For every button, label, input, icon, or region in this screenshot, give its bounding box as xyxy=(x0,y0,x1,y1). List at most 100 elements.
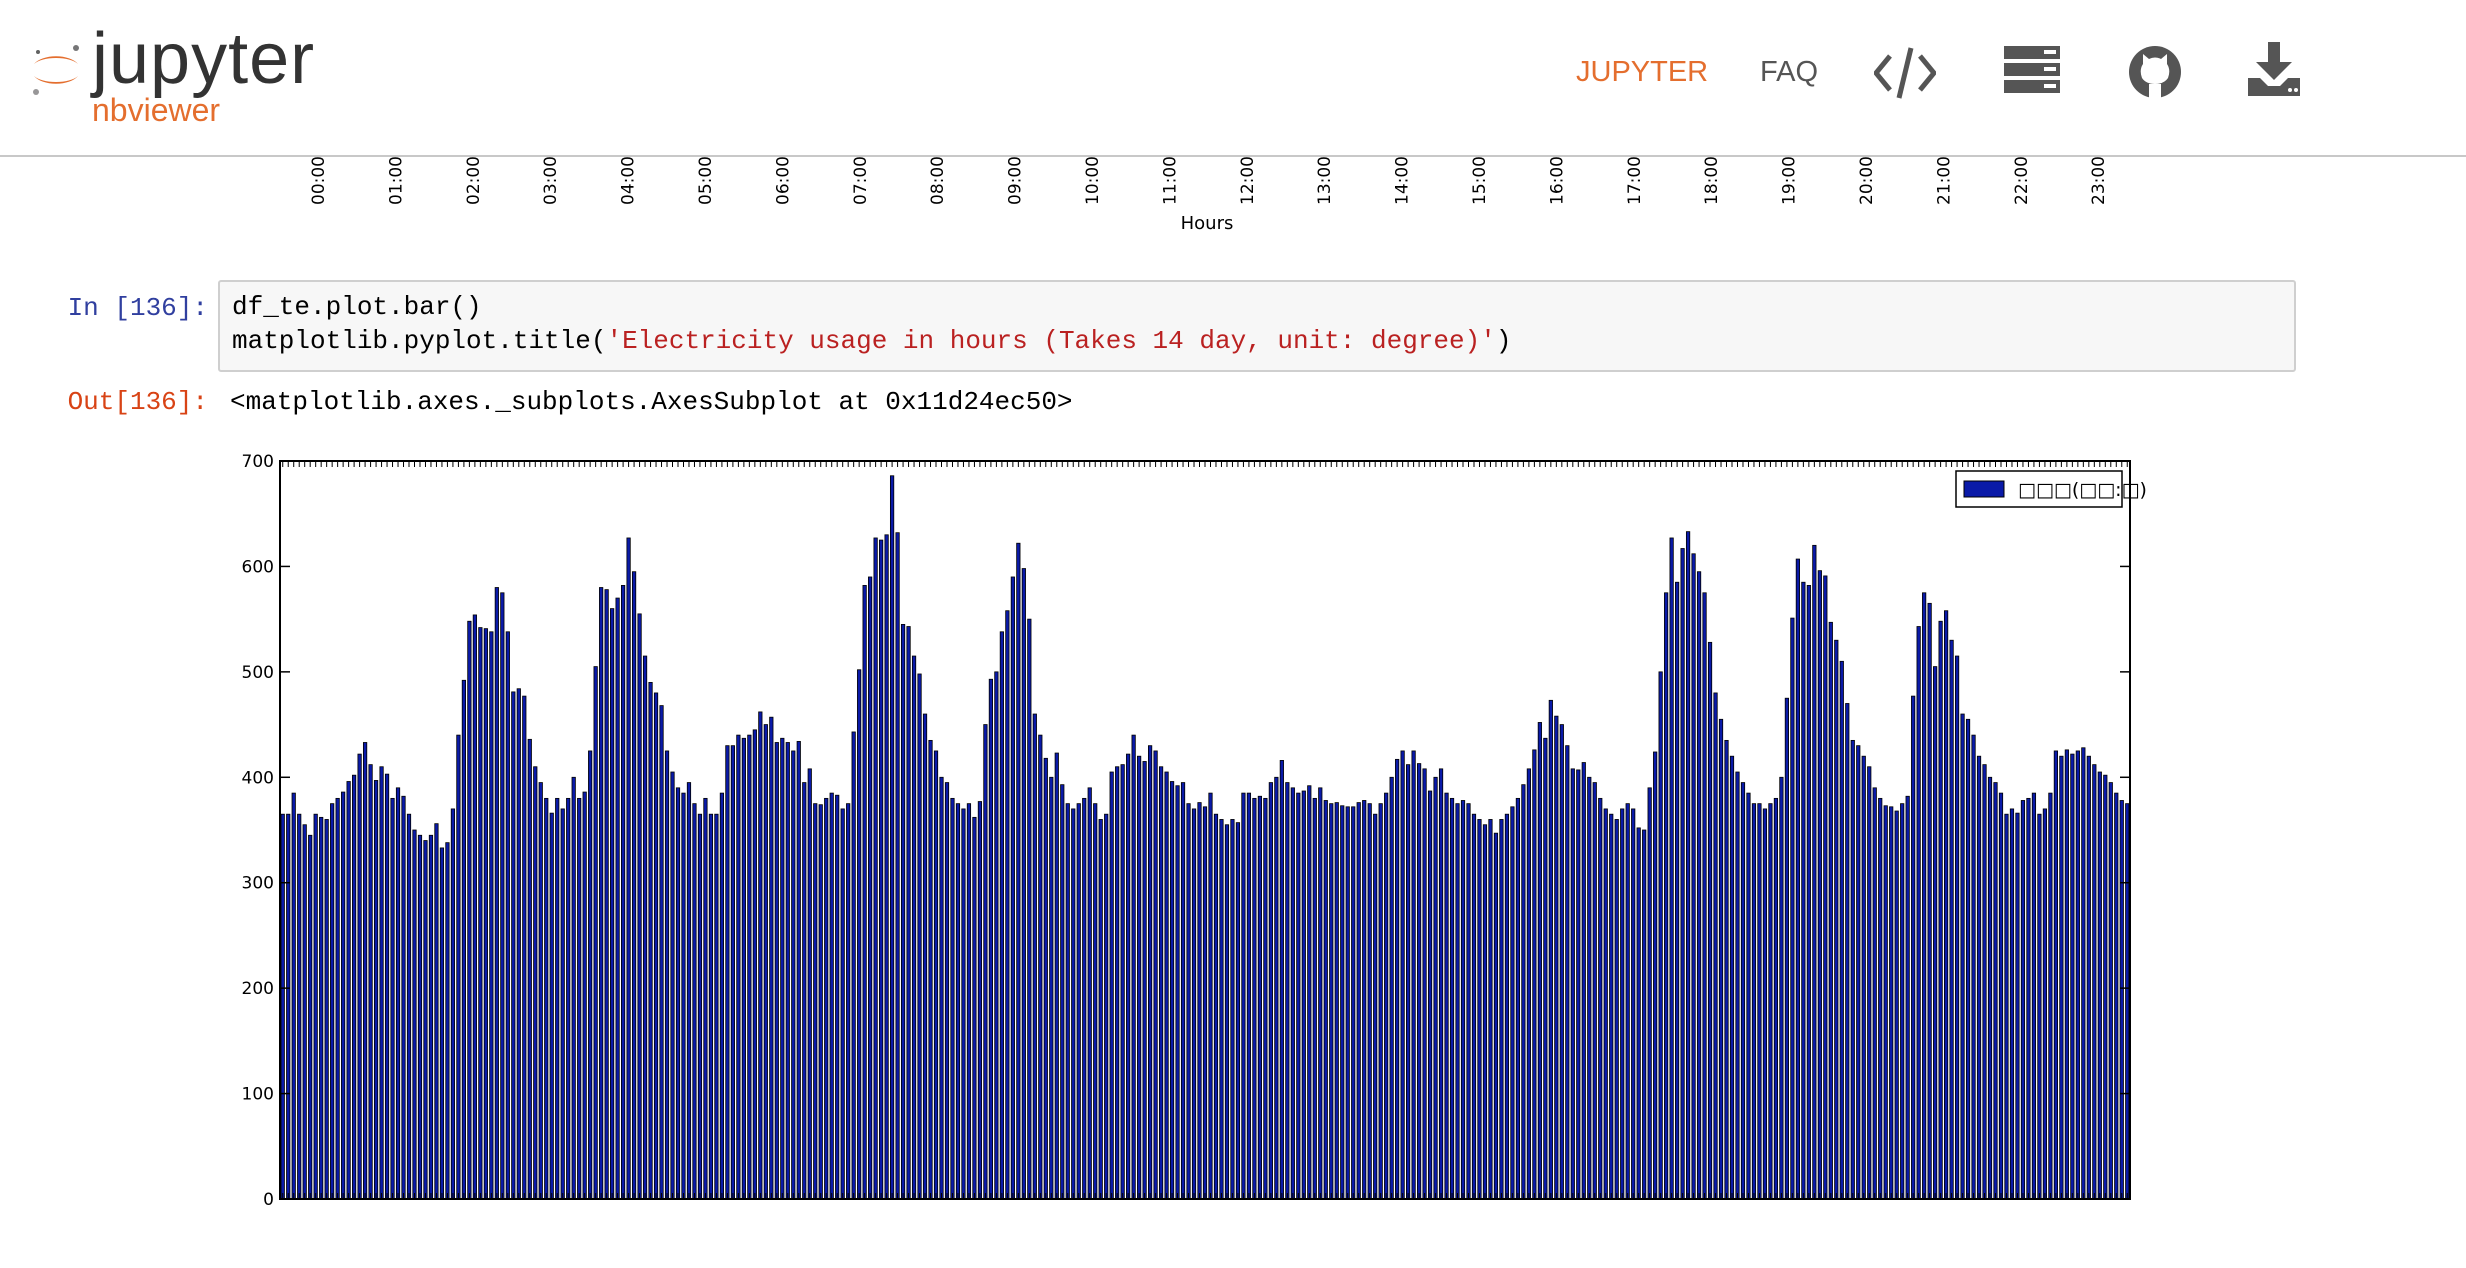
bar xyxy=(1565,745,1570,1200)
bar xyxy=(1169,781,1175,1200)
bar xyxy=(1971,734,1976,1200)
bar xyxy=(1976,755,1982,1200)
bar xyxy=(401,795,406,1200)
jupyter-logo-icon xyxy=(33,45,79,95)
bar xyxy=(977,801,983,1200)
bar xyxy=(1510,806,1515,1200)
y-tick-label: 600 xyxy=(242,557,274,577)
bar xyxy=(406,813,412,1200)
bar xyxy=(1900,803,1905,1200)
bar xyxy=(1367,803,1372,1200)
bar xyxy=(1949,639,1954,1200)
hour-tick-label: 01:00 xyxy=(386,157,406,205)
bar xyxy=(1554,715,1559,1200)
bar xyxy=(1246,792,1252,1200)
bar xyxy=(1120,764,1125,1200)
bar xyxy=(1927,602,1932,1200)
code-cell[interactable]: df_te.plot.bar() matplotlib.pyplot.title… xyxy=(218,280,2296,372)
bar xyxy=(758,711,763,1200)
bar xyxy=(884,534,889,1200)
bar xyxy=(1614,819,1619,1200)
bar xyxy=(1098,819,1103,1200)
bar xyxy=(681,792,686,1200)
bar xyxy=(478,627,483,1200)
logo-subtitle: nbviewer xyxy=(92,92,221,128)
nav-link-jupyter[interactable]: JUPYTER xyxy=(1576,56,1709,88)
bar xyxy=(1038,734,1043,1200)
bar xyxy=(1016,542,1021,1200)
bar xyxy=(1202,806,1208,1200)
bar xyxy=(686,782,692,1200)
bar xyxy=(791,750,796,1200)
bar xyxy=(2015,812,2020,1200)
bar xyxy=(604,589,609,1200)
bar xyxy=(796,741,801,1200)
bar xyxy=(928,739,933,1200)
code-line: df_te.plot.bar() xyxy=(232,292,482,322)
bar xyxy=(2103,774,2108,1200)
bar xyxy=(780,737,785,1200)
bar xyxy=(1850,739,1855,1200)
jupyter-nbviewer-logo[interactable]: jupyter nbviewer xyxy=(28,19,368,140)
bar xyxy=(1395,758,1400,1200)
bar xyxy=(659,705,664,1200)
bar xyxy=(1493,832,1499,1200)
bar xyxy=(2048,792,2053,1200)
bar xyxy=(324,819,329,1200)
bar xyxy=(1164,771,1169,1200)
download-icon[interactable] xyxy=(2246,40,2302,100)
bar xyxy=(297,813,302,1200)
bar xyxy=(1191,808,1197,1200)
y-tick-label: 300 xyxy=(242,874,274,894)
bar xyxy=(917,673,922,1200)
bars-group xyxy=(280,475,2130,1200)
bar xyxy=(1504,813,1510,1200)
bar xyxy=(670,771,675,1200)
bar xyxy=(1735,771,1740,1200)
bar xyxy=(450,808,456,1200)
bar xyxy=(1543,737,1548,1200)
bar xyxy=(1137,755,1142,1200)
bar xyxy=(1696,571,1702,1200)
bar xyxy=(352,774,357,1200)
bar xyxy=(1861,755,1866,1200)
bar xyxy=(1828,621,1833,1200)
bar xyxy=(895,532,900,1200)
bar xyxy=(1060,784,1065,1200)
bar xyxy=(280,813,285,1200)
bar xyxy=(1460,800,1466,1200)
bar xyxy=(1268,782,1273,1200)
bar xyxy=(1126,753,1131,1200)
bar xyxy=(2114,792,2119,1200)
bar xyxy=(1180,782,1186,1200)
bar xyxy=(1471,813,1477,1200)
y-tick-label: 200 xyxy=(242,979,274,999)
bar xyxy=(1806,585,1811,1200)
bar xyxy=(813,803,818,1200)
bar xyxy=(1883,805,1888,1200)
bar xyxy=(1938,620,1943,1200)
nav-link-faq[interactable]: FAQ xyxy=(1760,56,1819,88)
bar xyxy=(714,813,719,1200)
code-call: matplotlib.pyplot.title( xyxy=(232,326,607,356)
bar xyxy=(423,840,428,1200)
bar xyxy=(1872,787,1877,1200)
bar xyxy=(747,734,752,1200)
bar xyxy=(1131,734,1136,1200)
bar xyxy=(1625,803,1630,1200)
server-icon[interactable] xyxy=(2002,40,2062,100)
bar xyxy=(1532,749,1537,1200)
bar xyxy=(1570,768,1575,1200)
bar xyxy=(1032,713,1037,1200)
bar xyxy=(1186,803,1191,1200)
hour-tick-label: 02:00 xyxy=(464,157,484,205)
code-icon[interactable] xyxy=(1874,40,1936,106)
bar xyxy=(2075,750,2080,1200)
bar xyxy=(752,729,757,1200)
bar xyxy=(1587,776,1592,1200)
electricity-bar-chart: 0 100 200 300 400 500 600 700 □□□(□□:□) xyxy=(242,452,2147,1210)
bar xyxy=(1488,819,1493,1200)
bar xyxy=(610,608,615,1200)
github-icon[interactable] xyxy=(2128,40,2182,100)
bar xyxy=(1790,617,1795,1200)
